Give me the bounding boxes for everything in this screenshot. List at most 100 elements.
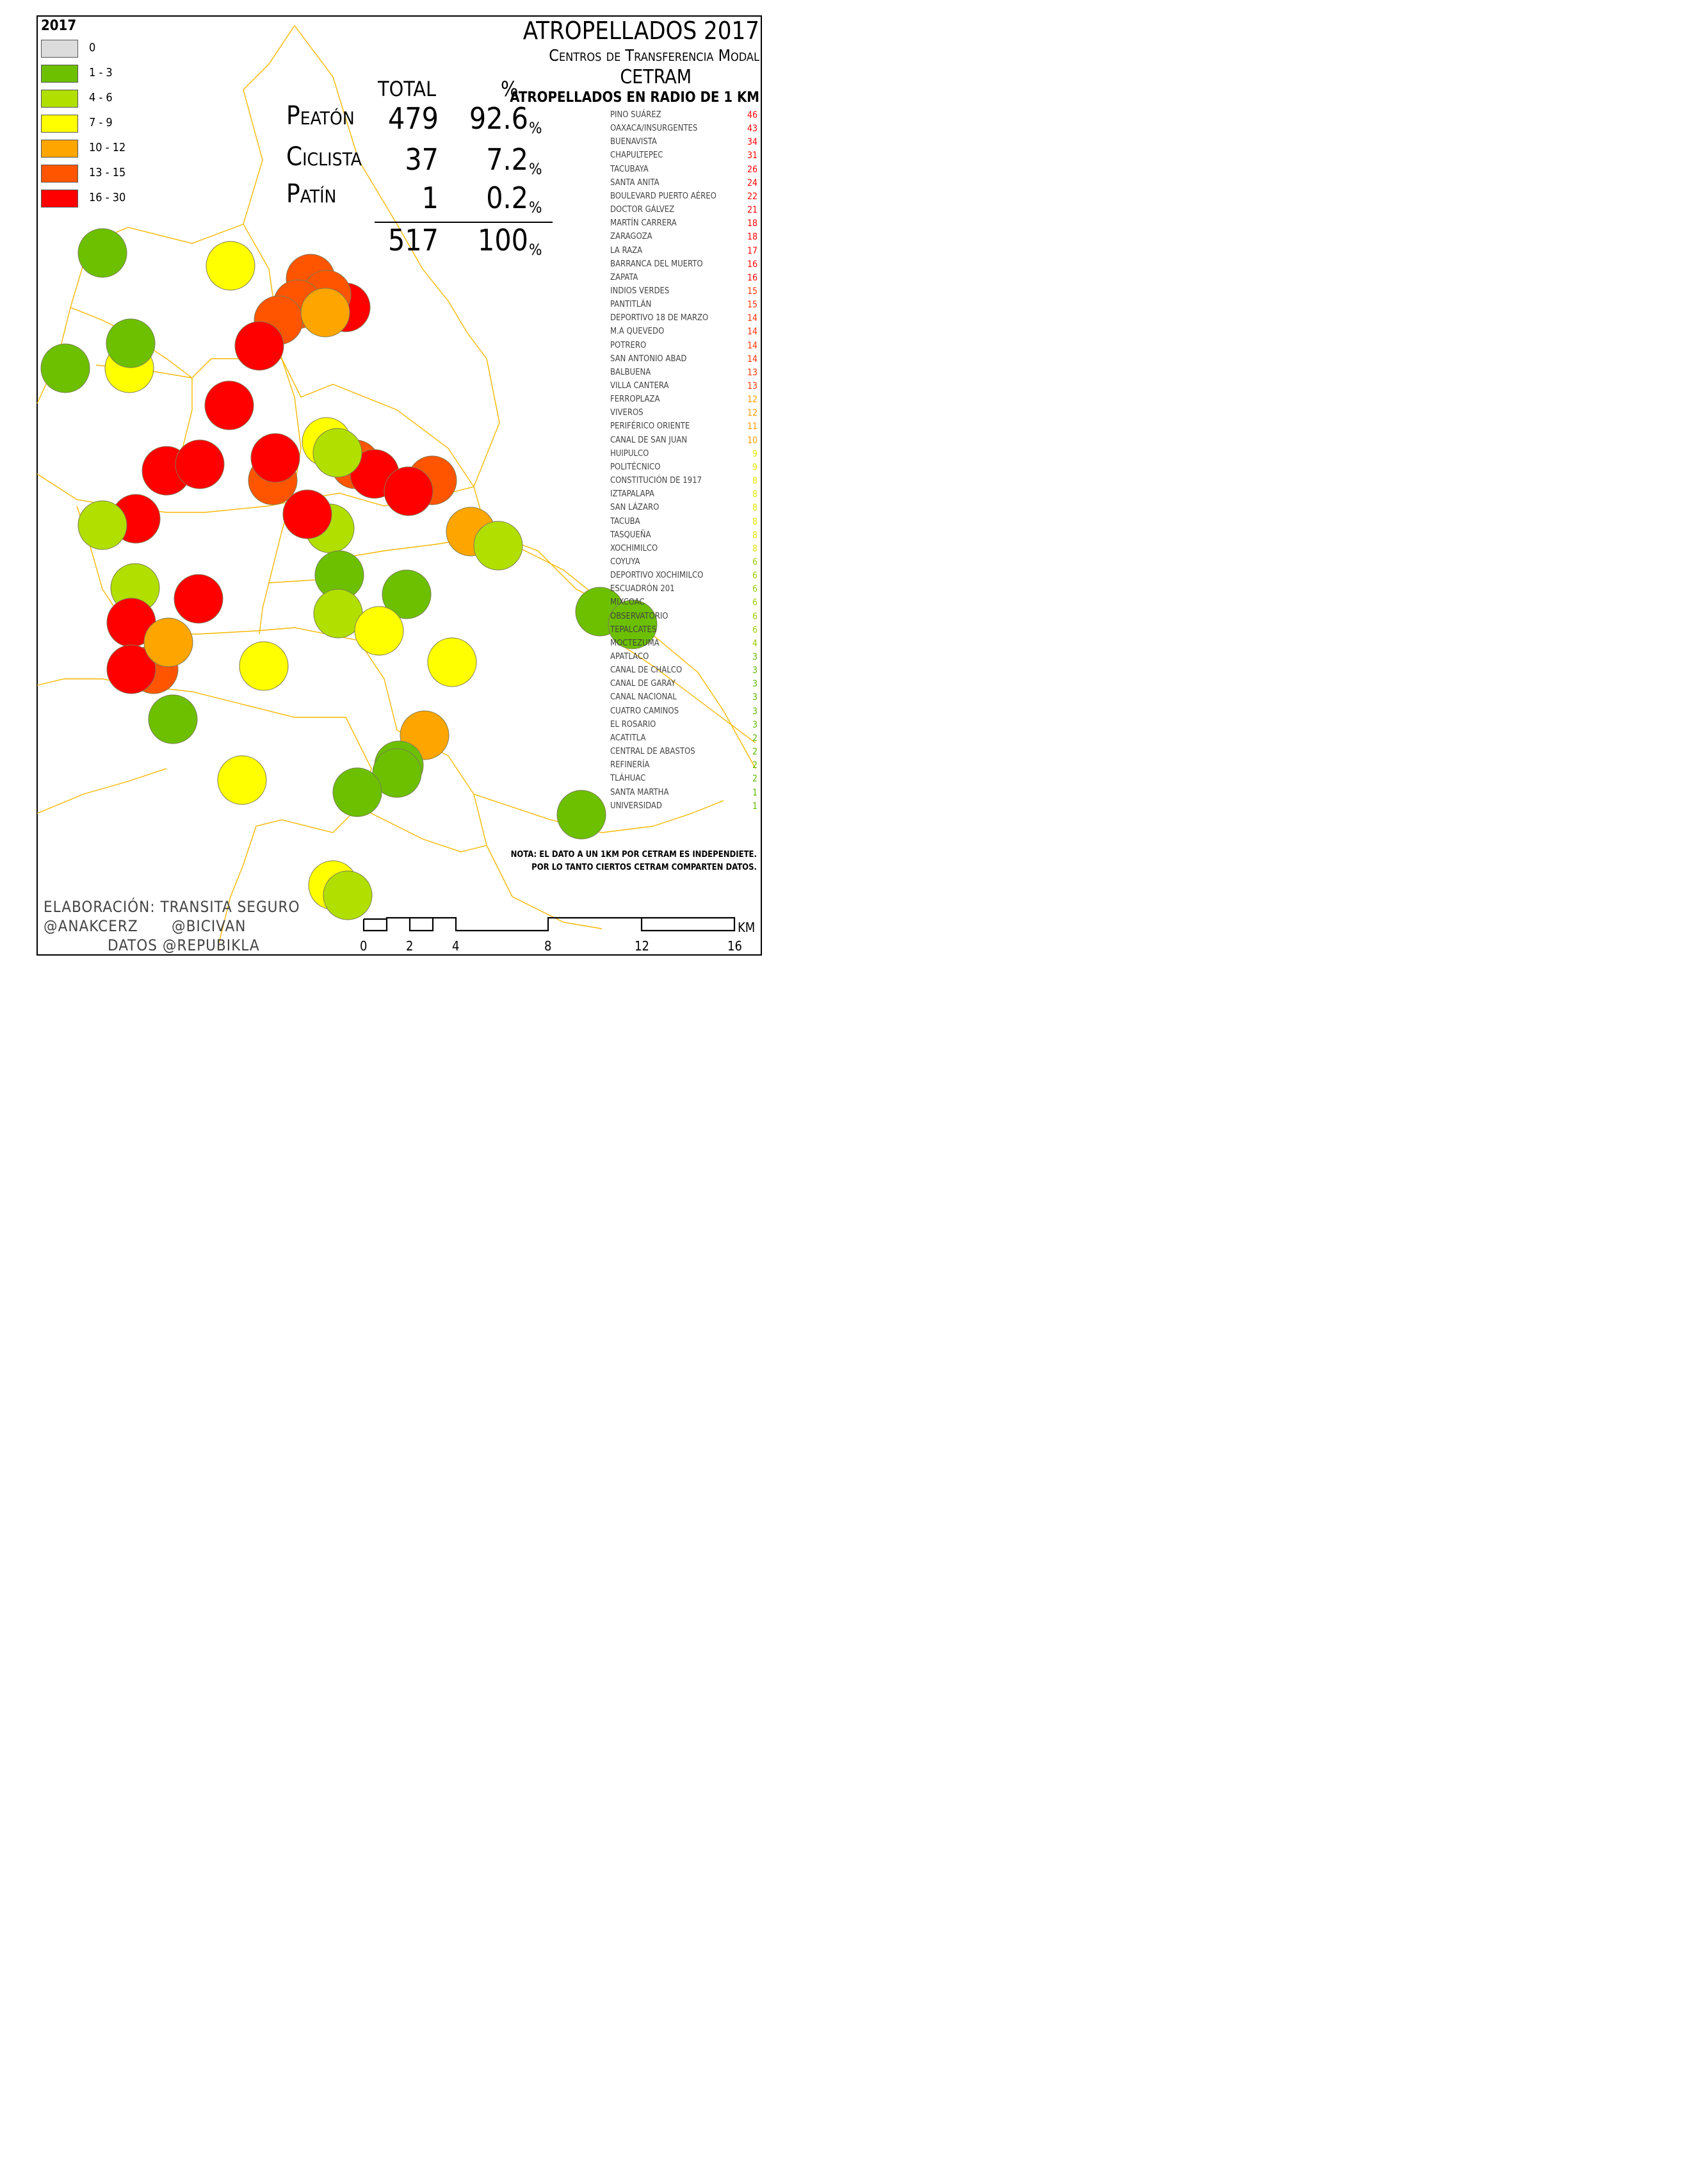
cetram-list-item: Politécnico 9 bbox=[610, 462, 757, 475]
scale-tick-12: 12 bbox=[635, 938, 649, 954]
cetram-list-item: Acatitla 2 bbox=[610, 733, 757, 746]
cetram-count: 15 bbox=[747, 300, 757, 311]
cetram-bubble bbox=[239, 641, 289, 691]
cetram-count: 9 bbox=[752, 448, 757, 459]
cetram-name: Canal de Garay bbox=[610, 679, 676, 689]
row-total-ciclista: 37 bbox=[405, 142, 439, 177]
cetram-name: Martín Carrera bbox=[610, 218, 677, 229]
cetram-list-item: Canal de Garay 3 bbox=[610, 679, 757, 692]
cetram-list-item: Santa Martha 1 bbox=[610, 788, 757, 801]
row-label-ciclista: Ciclista bbox=[286, 142, 362, 172]
pct-symbol: % bbox=[529, 241, 542, 259]
cetram-list-item: Boulevard Puerto Aéreo 22 bbox=[610, 192, 757, 204]
cetram-count: 6 bbox=[752, 624, 757, 635]
cetram-name: Indios Verdes bbox=[610, 286, 670, 296]
cetram-list-item: Ferroplaza 12 bbox=[610, 395, 757, 407]
cetram-name: Deportivo Xochimilco bbox=[610, 571, 704, 581]
cetram-count: 2 bbox=[752, 760, 757, 771]
cetram-name: Politécnico bbox=[610, 462, 661, 472]
legend-swatch bbox=[41, 65, 78, 83]
cetram-count: 13 bbox=[747, 381, 757, 391]
scale-tick-0: 0 bbox=[360, 938, 368, 954]
credit-line-3: DATOS @REPUBIKLA bbox=[108, 936, 260, 954]
cetram-count: 22 bbox=[747, 191, 757, 202]
cetram-name: Tacubaya bbox=[610, 164, 649, 174]
cetram-name: Huipulco bbox=[610, 448, 649, 459]
row-pct-ciclista: 7.2 bbox=[486, 142, 528, 177]
cetram-name: San Antonio Abad bbox=[610, 354, 687, 364]
cetram-list-item: Iztapalapa 8 bbox=[610, 489, 757, 502]
cetram-bubble bbox=[382, 569, 432, 619]
cetram-count: 46 bbox=[747, 110, 757, 120]
cetram-list-item: Buenavista 34 bbox=[610, 137, 757, 150]
cetram-name: Constitución de 1917 bbox=[610, 476, 702, 486]
cetram-name: Acatitla bbox=[610, 733, 646, 743]
cetram-list-item: Refinería 2 bbox=[610, 760, 757, 773]
cetram-list-item: Universidad 1 bbox=[610, 801, 757, 814]
cetram-name: Zaragoza bbox=[610, 232, 652, 242]
cetram-count: 2 bbox=[752, 747, 757, 758]
cetram-name: Periférico Oriente bbox=[610, 421, 690, 432]
cetram-count: 8 bbox=[752, 503, 757, 514]
cetram-name: Iztapalapa bbox=[610, 489, 654, 500]
scale-unit: KM bbox=[738, 920, 756, 935]
pct-symbol: % bbox=[529, 160, 542, 178]
note-line-2: POR LO TANTO CIERTOS CETRAM COMPARTEN DA… bbox=[531, 863, 757, 872]
sum-divider bbox=[375, 222, 553, 223]
cetram-name: Buenavista bbox=[610, 137, 657, 147]
total-column-header: TOTAL bbox=[378, 77, 437, 101]
cetram-count: 3 bbox=[752, 652, 757, 662]
cetram-list-item: Zapata 16 bbox=[610, 273, 757, 286]
cetram-name: Central de Abastos bbox=[610, 747, 695, 757]
cetram-bubble bbox=[77, 228, 127, 278]
legend-swatch bbox=[41, 115, 78, 133]
cetram-name: Balbuena bbox=[610, 367, 651, 377]
cetram-name: Canal de San Juan bbox=[610, 435, 688, 445]
cetram-count: 8 bbox=[752, 489, 757, 500]
pct-column-header: % bbox=[501, 77, 519, 101]
cetram-name: Tepalcates bbox=[610, 624, 657, 635]
cetram-bubble bbox=[175, 439, 225, 489]
cetram-name: Mixcoac bbox=[610, 598, 645, 608]
page-subtitle: Centros de Transferencia Modal bbox=[549, 46, 759, 65]
cetram-list-item: La Raza 17 bbox=[610, 246, 757, 259]
cetram-bubble bbox=[300, 288, 350, 338]
cetram-bubble bbox=[384, 466, 433, 516]
cetram-name: M.A Quevedo bbox=[610, 327, 665, 337]
row-total-peaton: 479 bbox=[388, 101, 439, 136]
cetram-list-item: Tacuba 8 bbox=[610, 517, 757, 530]
cetram-list-item: Canal de San Juan 10 bbox=[610, 436, 757, 448]
cetram-count: 10 bbox=[747, 435, 757, 446]
cetram-name: Canal de Chalco bbox=[610, 665, 683, 676]
scale-tick-16: 16 bbox=[727, 938, 742, 954]
cetram-name: Cuatro Caminos bbox=[610, 706, 679, 716]
cetram-name: El Rosario bbox=[610, 719, 656, 729]
credit-handle-2: @BICIVAN bbox=[172, 917, 247, 935]
cetram-count: 21 bbox=[747, 205, 757, 216]
cetram-count: 6 bbox=[752, 584, 757, 595]
cetram-bubble bbox=[148, 694, 198, 744]
cetram-list-item: Huipulco 9 bbox=[610, 449, 757, 462]
cetram-count: 8 bbox=[752, 530, 757, 541]
sum-pct: 100 bbox=[478, 223, 528, 257]
cetram-count: 9 bbox=[752, 462, 757, 473]
cetram-count: 8 bbox=[752, 516, 757, 527]
cetram-list-item: Barranca del Muerto 16 bbox=[610, 259, 757, 272]
cetram-list-item: Canal Nacional 3 bbox=[610, 692, 757, 705]
legend-swatch bbox=[41, 90, 78, 108]
cetram-count: 12 bbox=[747, 395, 757, 405]
cetram-count: 6 bbox=[752, 557, 757, 567]
cetram-name: Santa Martha bbox=[610, 787, 669, 797]
cetram-name: Refinería bbox=[610, 760, 650, 770]
sum-total: 517 bbox=[388, 223, 439, 257]
cetram-name: Deportivo 18 de Marzo bbox=[610, 313, 709, 323]
cetram-count: 15 bbox=[747, 286, 757, 297]
pct-symbol: % bbox=[529, 119, 542, 137]
legend-label: 0 bbox=[89, 41, 96, 54]
row-total-patin: 1 bbox=[421, 181, 439, 215]
cetram-list-item: Deportivo 18 de Marzo 14 bbox=[610, 313, 757, 326]
cetram-count: 14 bbox=[747, 354, 757, 364]
cetram-list-item: Tepalcates 6 bbox=[610, 625, 757, 638]
scale-tick-2: 2 bbox=[406, 938, 414, 954]
cetram-list-item: Viveros 12 bbox=[610, 408, 757, 421]
